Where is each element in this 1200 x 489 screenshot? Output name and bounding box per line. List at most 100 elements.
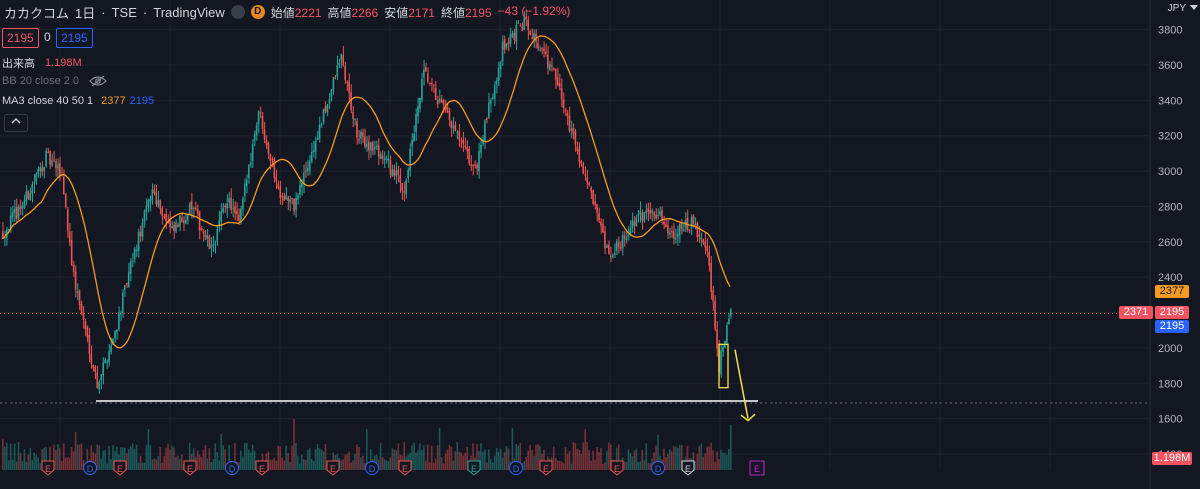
candle bbox=[385, 158, 388, 160]
volume-bar bbox=[19, 453, 22, 470]
candle bbox=[444, 106, 447, 110]
candle bbox=[432, 84, 435, 86]
volume-bar bbox=[653, 452, 655, 470]
candle bbox=[688, 229, 691, 231]
volume-bar bbox=[340, 460, 343, 470]
candle bbox=[84, 321, 87, 330]
dividend-icon[interactable]: D bbox=[225, 461, 239, 475]
volume-bar bbox=[283, 460, 285, 470]
buy-price-button[interactable]: 2195 bbox=[56, 28, 93, 48]
candle bbox=[149, 198, 152, 202]
candle bbox=[303, 172, 305, 185]
dividend-icon[interactable]: D bbox=[83, 461, 97, 475]
candle bbox=[639, 210, 642, 215]
volume-bar bbox=[364, 463, 366, 470]
dividend-icon[interactable]: D bbox=[651, 461, 665, 475]
earnings-icon[interactable]: E bbox=[467, 460, 481, 476]
volume-bar bbox=[249, 452, 252, 470]
earnings-icon[interactable]: E bbox=[183, 460, 197, 476]
volume-bar bbox=[100, 458, 102, 470]
volume-bar bbox=[362, 455, 364, 470]
volume-bar bbox=[674, 446, 677, 470]
volume-bar bbox=[175, 456, 177, 470]
volume-bar bbox=[350, 462, 352, 470]
candle bbox=[153, 190, 156, 193]
delayed-badge[interactable]: D bbox=[250, 5, 265, 19]
volume-bar bbox=[576, 448, 579, 470]
ma-legend[interactable]: MA3 close 40 50 1 2377 2195 bbox=[2, 95, 154, 107]
volume-bar bbox=[442, 463, 445, 470]
candle bbox=[194, 207, 197, 209]
candle bbox=[643, 212, 646, 222]
earnings-icon[interactable]: E bbox=[681, 460, 695, 476]
earnings-icon[interactable]: E bbox=[749, 460, 765, 476]
volume-bar bbox=[476, 444, 478, 470]
candle bbox=[285, 195, 287, 200]
volume-bar bbox=[39, 462, 41, 470]
volume-legend[interactable]: 出来高 1.198M bbox=[2, 55, 82, 71]
volume-bar bbox=[104, 449, 106, 470]
volume-bar bbox=[535, 444, 537, 470]
volume-bar bbox=[293, 418, 295, 470]
candle bbox=[395, 170, 398, 176]
volume-bar bbox=[499, 448, 502, 470]
earnings-icon[interactable]: E bbox=[610, 460, 624, 476]
volume-bar bbox=[486, 462, 488, 470]
earnings-icon[interactable]: E bbox=[326, 460, 340, 476]
market-status-icon[interactable] bbox=[230, 5, 245, 19]
volume-bar bbox=[678, 445, 681, 470]
currency-label[interactable]: JPY bbox=[1167, 3, 1186, 14]
candle bbox=[592, 190, 594, 204]
volume-bar bbox=[13, 443, 16, 470]
collapse-legend-button[interactable] bbox=[4, 114, 28, 132]
candle bbox=[460, 140, 463, 142]
chevron-down-icon[interactable] bbox=[1190, 5, 1198, 10]
earnings-icon[interactable]: E bbox=[255, 460, 269, 476]
volume-bar bbox=[413, 442, 415, 470]
hidden-eye-icon[interactable] bbox=[89, 75, 107, 87]
candle bbox=[580, 161, 583, 164]
symbol-name[interactable]: カカクコム bbox=[4, 5, 70, 21]
candle bbox=[196, 209, 199, 214]
volume-bar bbox=[452, 460, 455, 470]
volume-bar bbox=[560, 461, 563, 470]
dividend-icon[interactable]: D bbox=[509, 461, 523, 475]
earnings-icon[interactable]: E bbox=[398, 460, 412, 476]
earnings-icon[interactable]: E bbox=[113, 460, 127, 476]
volume-bar bbox=[489, 459, 492, 470]
candle bbox=[155, 191, 158, 205]
candle bbox=[409, 148, 411, 171]
candle bbox=[208, 236, 211, 250]
volume-bar bbox=[417, 450, 419, 470]
y-tick-label: 1800 bbox=[1158, 378, 1182, 390]
candle bbox=[179, 215, 181, 227]
svg-text:E: E bbox=[754, 464, 760, 474]
candle bbox=[78, 290, 81, 305]
candle bbox=[220, 211, 222, 222]
candle bbox=[625, 237, 628, 240]
volume-bar bbox=[423, 445, 425, 470]
volume-bar bbox=[358, 447, 360, 470]
bb-legend[interactable]: BB 20 close 2 0 bbox=[2, 75, 107, 87]
sell-price-button[interactable]: 2195 bbox=[2, 28, 39, 48]
earnings-icon[interactable]: E bbox=[539, 460, 553, 476]
volume-bar bbox=[594, 459, 596, 470]
candle bbox=[509, 34, 512, 44]
candle bbox=[98, 381, 100, 391]
volume-bar bbox=[460, 452, 463, 470]
candle bbox=[586, 177, 588, 183]
volume-bar bbox=[655, 445, 657, 470]
earnings-icon[interactable]: E bbox=[41, 460, 55, 476]
dividend-icon[interactable]: D bbox=[365, 461, 379, 475]
candle bbox=[151, 189, 154, 201]
candle bbox=[45, 150, 47, 167]
last-price-tag: 2195 bbox=[1155, 306, 1189, 319]
volume-bar bbox=[430, 445, 433, 470]
candle bbox=[651, 210, 653, 214]
interval[interactable]: 1日 bbox=[75, 5, 96, 21]
candle bbox=[419, 97, 421, 109]
candle bbox=[611, 255, 614, 258]
candle bbox=[519, 24, 522, 26]
candle bbox=[23, 200, 26, 208]
